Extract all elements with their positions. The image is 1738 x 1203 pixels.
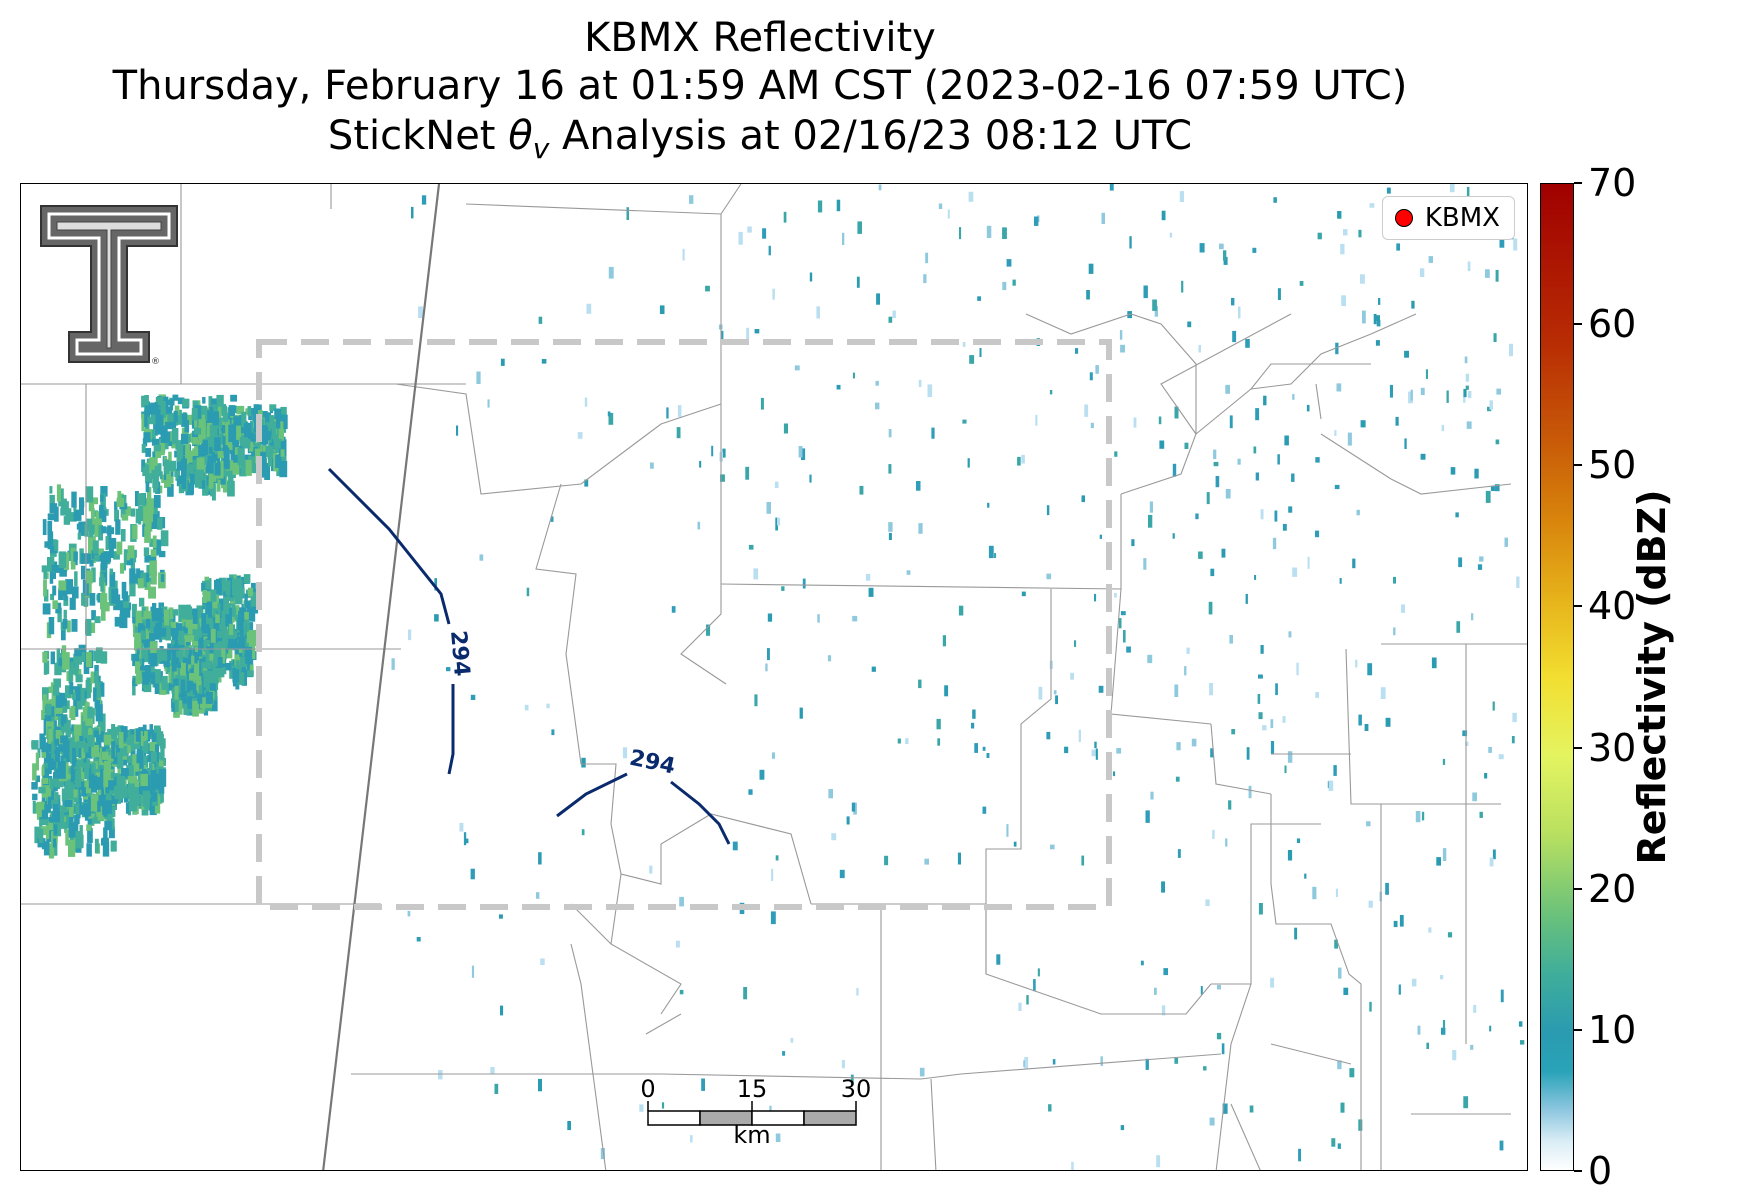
- colorbar-tick-label: 50: [1588, 443, 1637, 488]
- legend: KBMX: [1381, 196, 1515, 240]
- colorbar-tick-label: 70: [1588, 161, 1637, 205]
- colorbar-tick-mark: [1574, 323, 1582, 326]
- svg-text:®: ®: [151, 357, 160, 367]
- colorbar-title: Reflectivity (dBZ): [1630, 489, 1674, 865]
- reflectivity-echoes: [31, 184, 1525, 1170]
- scale-tick-30: 30: [841, 1075, 872, 1103]
- chart-subtitle-analysis: StickNet θv Analysis at 02/16/23 08:12 U…: [327, 113, 1193, 165]
- colorbar: [1540, 183, 1574, 1171]
- map-panel: 294 294 ® KBMX: [20, 183, 1528, 1171]
- radar-marker-icon: [1394, 209, 1413, 227]
- texas-tech-logo-icon: ®: [40, 205, 178, 367]
- chart-subtitle-time: Thursday, February 16 at 01:59 AM CST (2…: [112, 63, 1408, 109]
- contour-label: 294: [627, 746, 677, 780]
- colorbar-tick-label: 40: [1588, 584, 1637, 629]
- contour-label: 294: [445, 629, 474, 677]
- colorbar-tick-mark: [1574, 1028, 1582, 1031]
- colorbar-tick-label: 10: [1588, 1007, 1637, 1052]
- colorbar-tick-label: 30: [1588, 725, 1637, 770]
- chart-title: KBMX Reflectivity: [584, 15, 936, 61]
- legend-label: KBMX: [1424, 203, 1500, 233]
- colorbar-tick-mark: [1574, 182, 1582, 184]
- scale-tick-0: 0: [640, 1075, 655, 1103]
- county-boundaries: [21, 184, 1527, 1170]
- highway-line: [322, 184, 441, 1170]
- colorbar-tick-label: 60: [1588, 302, 1637, 347]
- colorbar-tick-label: 0: [1588, 1149, 1613, 1193]
- scale-bar: 0 15 30 km: [640, 1075, 872, 1145]
- scale-unit: km: [733, 1121, 770, 1145]
- colorbar-tick-mark: [1574, 1170, 1582, 1172]
- map-canvas: 294 294 ®: [21, 184, 1527, 1170]
- colorbar-tick-mark: [1574, 887, 1582, 890]
- scale-tick-15: 15: [737, 1075, 768, 1103]
- theta-v-contour-294: [327, 467, 731, 845]
- colorbar-tick-label: 20: [1588, 866, 1637, 911]
- colorbar-tick-mark: [1574, 746, 1582, 749]
- colorbar-tick-mark: [1574, 464, 1582, 467]
- analysis-domain-box: [256, 339, 1112, 910]
- colorbar-tick-mark: [1574, 605, 1582, 608]
